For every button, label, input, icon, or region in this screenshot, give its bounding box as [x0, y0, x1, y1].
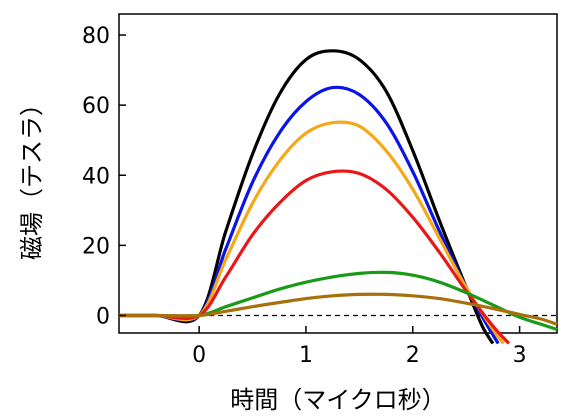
x-tick-label: 1 [299, 343, 313, 368]
series-line-6 [118, 292, 558, 326]
plot-frame [118, 13, 558, 334]
y-tick-label: 20 [82, 234, 110, 259]
x-tick-label: 3 [513, 343, 527, 368]
x-tick-label: 0 [192, 343, 206, 368]
y-tick-label: 40 [82, 164, 110, 189]
series-layer [118, 49, 558, 345]
series-line-3 [118, 120, 505, 345]
y-tick-label: 80 [82, 24, 110, 49]
x-tick-label: 2 [406, 343, 420, 368]
x-axis-label: 時間（マイクロ秒） [230, 386, 446, 414]
y-axis-label: 磁場（テスラ） [18, 92, 46, 260]
series-line-4 [118, 169, 511, 345]
y-axis-ticks: 0 20 40 60 80 [82, 24, 126, 329]
series-line-1 [118, 49, 495, 345]
series-line-2 [118, 85, 500, 345]
y-tick-label: 60 [82, 94, 110, 119]
y-tick-label: 0 [96, 304, 110, 329]
x-axis-ticks: 0 1 2 3 [192, 326, 527, 368]
